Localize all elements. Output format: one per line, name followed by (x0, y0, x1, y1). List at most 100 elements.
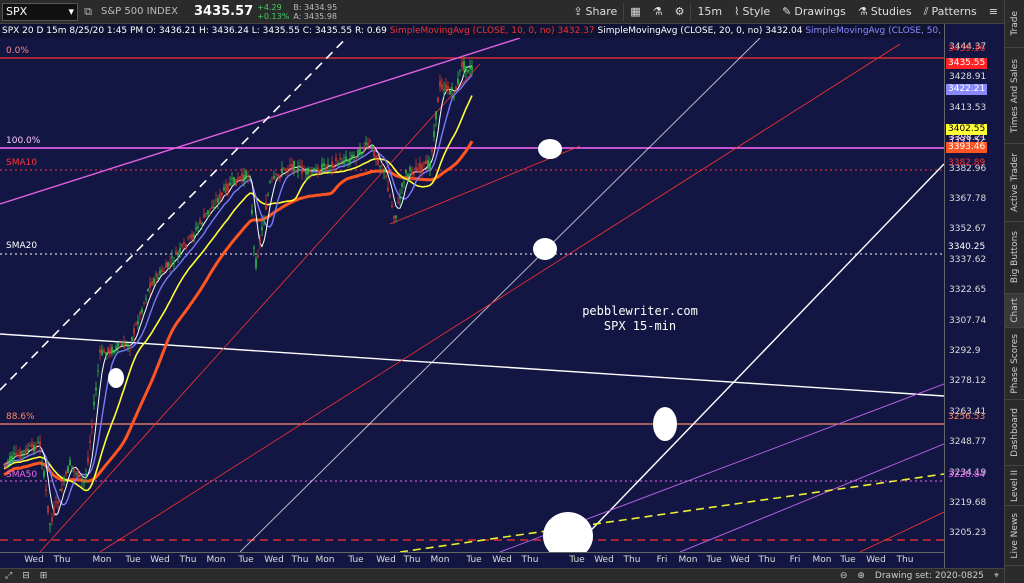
candle-body (223, 187, 225, 191)
tab-phase-scores[interactable]: Phase Scores (1005, 328, 1024, 400)
price-label-sma10: 3402.55 (946, 124, 988, 135)
watermark-site: pebblewriter.com (582, 304, 698, 318)
style-button[interactable]: ⌇ Style (728, 5, 776, 18)
zoom-in-icon[interactable]: ⊕ (857, 571, 865, 581)
white-parallel-line-2[interactable] (569, 163, 944, 552)
candle-body (357, 149, 359, 158)
studies-button[interactable]: ⚗ Studies (852, 5, 918, 18)
zoom-out-icon[interactable]: ⊖ (839, 571, 848, 581)
add-icon[interactable]: ⊞ (39, 571, 48, 581)
collapse-icon[interactable]: ⊟ (22, 571, 30, 581)
link-icon[interactable]: ⧉ (84, 4, 92, 18)
price-tick: 3413.53 (949, 102, 987, 113)
candle-body (399, 196, 401, 199)
fib-0-label: 0.0% (6, 46, 29, 56)
candle-body (299, 164, 301, 167)
chart-plot-area[interactable] (0, 24, 944, 552)
share-button[interactable]: ⇪ Share (567, 5, 623, 18)
sma10-legend[interactable]: SimpleMovingAvg (CLOSE, 10, 0, no) (389, 26, 555, 36)
annotation-ellipse-2[interactable] (533, 238, 557, 260)
tab-trade[interactable]: Trade (1005, 0, 1024, 48)
candle-body (245, 171, 247, 179)
menu-button[interactable]: ≡ (983, 5, 1004, 18)
annotation-ellipse-3[interactable] (108, 368, 124, 388)
candle-body (149, 282, 151, 289)
hamburger-icon: ≡ (988, 5, 998, 18)
price-label-sma10-line: 3382.89 (948, 158, 986, 168)
candle-body (425, 160, 427, 165)
tab-level-ii[interactable]: Level II (1005, 466, 1024, 506)
tab-big-buttons[interactable]: Big Buttons (1005, 222, 1024, 294)
red-channel-line-1[interactable] (39, 63, 481, 552)
sma10-line[interactable] (3, 65, 473, 516)
drawings-button[interactable]: ✎ Drawings (776, 5, 852, 18)
expand-icon[interactable]: ⤢ (5, 571, 13, 581)
sma20-line[interactable] (3, 74, 473, 506)
candle-body (333, 164, 335, 168)
tab-live-news[interactable]: Live News (1005, 506, 1024, 566)
candle-body (419, 163, 421, 169)
tab-times-and-sales[interactable]: Times And Sales (1005, 48, 1024, 144)
candle-body (187, 237, 189, 239)
candle-body (429, 162, 431, 169)
chart-datetime: 8/25/20 1:45 PM (69, 26, 144, 36)
candle-body (247, 175, 249, 178)
patterns-label: Patterns (931, 5, 977, 18)
annotation-ellipse-1[interactable] (538, 139, 562, 159)
time-tick: Tue (348, 555, 364, 565)
magenta-channel-upper[interactable] (0, 37, 521, 205)
candle-body (347, 159, 349, 162)
downward-trendline[interactable] (0, 333, 944, 397)
sma50-line[interactable] (3, 95, 473, 492)
tab-chart[interactable]: Chart (1005, 294, 1024, 328)
candle-body (341, 163, 343, 165)
candle-body (31, 443, 33, 448)
candle-body (199, 220, 201, 224)
price-label-sma50-line: 3228.84 (948, 470, 986, 480)
candle-body (127, 344, 129, 347)
candle-body (273, 176, 275, 179)
purple-channel-line-2[interactable] (679, 443, 944, 552)
patterns-button[interactable]: ⫽ Patterns (918, 5, 983, 19)
candle-body (433, 131, 435, 137)
candle-body (221, 192, 223, 196)
white-parallel-line-1[interactable] (239, 37, 761, 552)
net-change: +4.29 (257, 2, 282, 12)
candle-body (161, 269, 163, 273)
time-tick: Mon (430, 555, 450, 565)
sma20-legend[interactable]: SimpleMovingAvg (CLOSE, 20, 0, no) (597, 26, 763, 36)
cursor-icon[interactable]: ⌖ (993, 571, 999, 581)
annotation-ellipse-5[interactable] (543, 512, 593, 552)
time-axis[interactable]: Wed Thu Mon Tue Wed Thu Mon Tue Wed Thu Mon Tue Wed T… (0, 552, 944, 568)
candle-body (171, 256, 173, 259)
flask-icon: ⚗ (652, 5, 663, 18)
candle-body (95, 387, 97, 391)
price-tick: 3428.91 (949, 72, 987, 83)
price-chart[interactable]: SPX 20 D 15m 8/25/20 1:45 PM O: 3436.21 … (0, 24, 1004, 568)
candle-body (395, 215, 397, 218)
tab-label: Level II (1010, 469, 1020, 502)
symbol-selector[interactable]: SPX ▾ (2, 2, 78, 21)
tab-dashboard[interactable]: Dashboard (1005, 400, 1024, 466)
candle-body (349, 158, 351, 164)
red-channel-line-4[interactable] (859, 511, 944, 552)
price-axis[interactable]: 3444.37 3428.91 3413.53 3398.21 3382.96 3367.… (944, 24, 1004, 568)
candle-body (465, 66, 467, 72)
sma50-legend[interactable]: SimpleMovingAvg (CLOSE, 50, 0,... (805, 26, 944, 36)
red-channel-line-2[interactable] (99, 43, 901, 552)
settings-button[interactable]: ⚙ (669, 5, 691, 18)
yellow-dashed-trendline[interactable] (399, 473, 944, 552)
tab-active-trader[interactable]: Active Trader (1005, 144, 1024, 222)
grid-button[interactable]: ▦ (624, 5, 646, 18)
drawing-set-label[interactable]: Drawing set: 2020-0825 (874, 571, 984, 581)
flask-button[interactable]: ⚗ (647, 5, 669, 18)
red-channel-line-3[interactable] (389, 145, 581, 225)
time-tick: Wed (24, 555, 44, 565)
candle-body (391, 205, 393, 208)
candle-body (217, 198, 219, 203)
candle-body (243, 175, 245, 182)
candle-body (113, 350, 115, 354)
annotation-ellipse-4[interactable] (653, 407, 677, 441)
white-dashed-trendline[interactable] (0, 24, 370, 391)
interval-selector[interactable]: 15m (691, 5, 728, 18)
